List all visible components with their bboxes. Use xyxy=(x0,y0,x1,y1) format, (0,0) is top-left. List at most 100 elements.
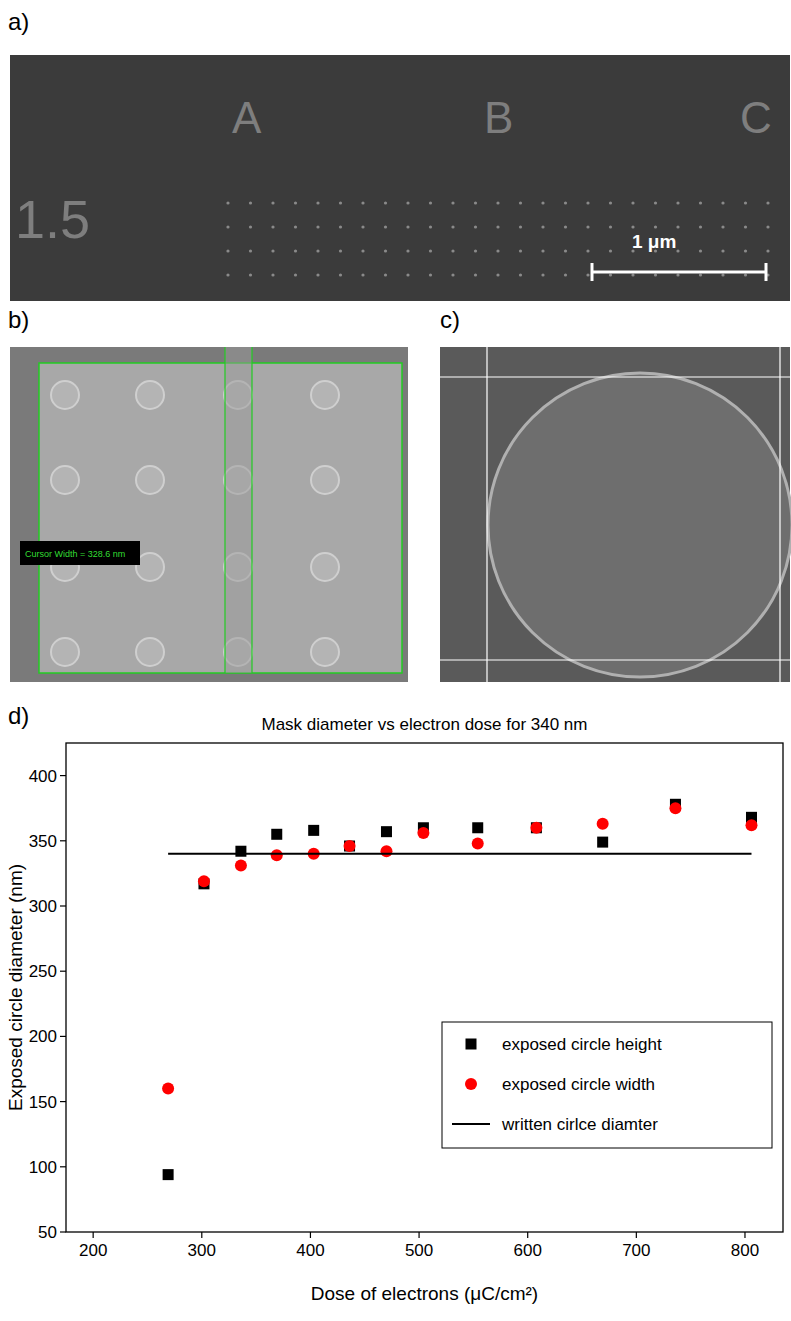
exposed-dot xyxy=(699,249,702,252)
sem-text: B xyxy=(484,93,513,142)
exposed-dot xyxy=(316,225,319,228)
exposed-dot xyxy=(744,225,747,228)
exposed-dot xyxy=(496,225,499,228)
data-point xyxy=(597,818,609,830)
exposed-dot xyxy=(721,249,724,252)
exposed-dot xyxy=(316,201,319,204)
legend-box xyxy=(442,1022,772,1148)
exposed-circle xyxy=(51,381,79,409)
data-point xyxy=(472,822,483,833)
exposed-dot xyxy=(384,249,387,252)
exposed-dot xyxy=(541,225,544,228)
data-point xyxy=(235,846,246,857)
x-tick-label: 700 xyxy=(622,1241,650,1260)
exposed-circle xyxy=(136,381,164,409)
exposed-dot xyxy=(294,201,297,204)
exposed-dot xyxy=(474,249,477,252)
data-point xyxy=(745,819,757,831)
exposed-dot xyxy=(451,273,454,276)
exposed-dot xyxy=(226,249,229,252)
exposed-dot xyxy=(631,273,634,276)
exposed-dot xyxy=(294,249,297,252)
exposed-dot xyxy=(384,273,387,276)
cursor-line xyxy=(440,376,790,377)
exposed-dot xyxy=(406,201,409,204)
exposed-dot xyxy=(429,225,432,228)
exposed-dot xyxy=(496,249,499,252)
y-tick xyxy=(60,1231,66,1232)
exposed-dot xyxy=(631,225,634,228)
exposed-dot xyxy=(294,225,297,228)
exposed-circle xyxy=(311,466,339,494)
cursor-line xyxy=(251,347,252,673)
x-tick xyxy=(636,1232,637,1238)
selection-box xyxy=(39,363,402,673)
scale-bar xyxy=(765,263,768,281)
sem-text: C xyxy=(740,93,772,142)
panel-label: b) xyxy=(8,306,29,333)
scale-bar xyxy=(591,263,594,281)
exposed-circle xyxy=(488,373,791,677)
exposed-dot xyxy=(654,201,657,204)
data-point xyxy=(472,837,484,849)
exposed-dot xyxy=(384,201,387,204)
exposed-dot xyxy=(766,225,769,228)
cursor-label: Cursor Width = 328.6 nm xyxy=(25,549,125,559)
exposed-dot xyxy=(541,201,544,204)
exposed-dot xyxy=(676,273,679,276)
data-point xyxy=(380,845,392,857)
exposed-dot xyxy=(249,225,252,228)
exposed-dot xyxy=(586,273,589,276)
exposed-dot xyxy=(564,249,567,252)
exposed-dot xyxy=(406,225,409,228)
legend-swatch xyxy=(452,1123,490,1125)
exposed-dot xyxy=(586,225,589,228)
figure: a)b)c)d)1.5ABC1 μmCursor Width = 328.6 n… xyxy=(0,0,791,1321)
exposed-dot xyxy=(361,201,364,204)
data-point xyxy=(381,826,392,837)
x-tick xyxy=(418,1232,419,1238)
exposed-dot xyxy=(564,225,567,228)
y-tick-label: 400 xyxy=(29,767,57,786)
exposed-dot xyxy=(429,249,432,252)
chart: Mask diameter vs electron dose for 340 n… xyxy=(5,715,783,1304)
legend-label: exposed circle width xyxy=(502,1075,655,1094)
y-tick xyxy=(60,905,66,906)
exposed-dot xyxy=(519,201,522,204)
y-tick xyxy=(60,775,66,776)
exposed-dot xyxy=(586,249,589,252)
exposed-dot xyxy=(744,249,747,252)
x-tick-label: 300 xyxy=(188,1241,216,1260)
exposed-dot xyxy=(676,225,679,228)
data-point xyxy=(271,829,282,840)
exposed-dot xyxy=(766,249,769,252)
exposed-dot xyxy=(541,273,544,276)
sem-image xyxy=(10,347,408,682)
exposed-dot xyxy=(766,201,769,204)
exposed-dot xyxy=(339,225,342,228)
exposed-dot xyxy=(226,273,229,276)
x-tick-label: 600 xyxy=(514,1241,542,1260)
scale-bar-label: 1 μm xyxy=(632,231,676,252)
data-point xyxy=(271,849,283,861)
legend: exposed circle heightexposed circle widt… xyxy=(442,1022,772,1148)
exposed-dot xyxy=(249,249,252,252)
exposed-dot xyxy=(609,273,612,276)
exposed-dot xyxy=(676,201,679,204)
panel-label: d) xyxy=(8,702,29,729)
exposed-circle xyxy=(51,466,79,494)
x-tick-label: 400 xyxy=(296,1241,324,1260)
exposed-dot xyxy=(519,273,522,276)
exposed-dot xyxy=(654,273,657,276)
y-tick-label: 300 xyxy=(29,897,57,916)
x-tick xyxy=(93,1232,94,1238)
exposed-dot xyxy=(721,201,724,204)
exposed-dot xyxy=(271,273,274,276)
x-tick-label: 800 xyxy=(731,1241,759,1260)
exposed-dot xyxy=(226,201,229,204)
data-point xyxy=(669,802,681,814)
exposed-circle xyxy=(136,466,164,494)
cursor-label-box xyxy=(20,541,140,565)
exposed-dot xyxy=(339,201,342,204)
panel-c xyxy=(440,347,791,682)
